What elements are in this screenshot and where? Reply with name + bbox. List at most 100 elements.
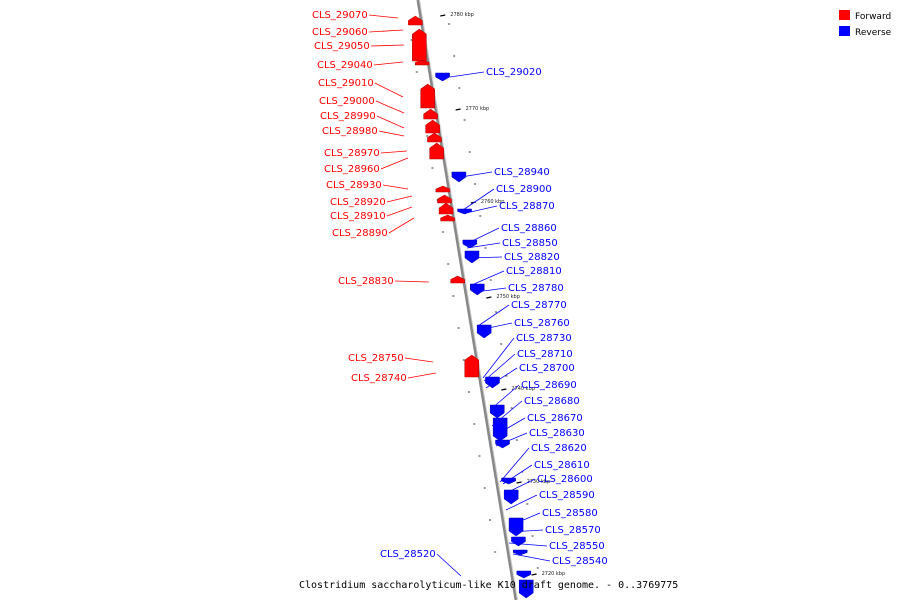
reverse-gene-label[interactable]: CLS_28730 <box>516 333 572 344</box>
gene-labels: CLS_29070 CLS_29060 CLS_29050 CLS_29040 CLS_… <box>312 10 608 577</box>
reverse-gene-arrow[interactable] <box>512 549 528 556</box>
forward-gene-label[interactable]: CLS_29070 <box>312 10 368 21</box>
reverse-leader-line <box>502 464 533 485</box>
forward-gene-label[interactable]: CLS_28930 <box>326 180 382 191</box>
reverse-gene-label[interactable]: CLS_28690 <box>521 380 577 391</box>
forward-leader-line <box>374 82 404 98</box>
reverse-gene-label[interactable]: CLS_28590 <box>539 490 595 501</box>
reverse-gene-label[interactable]: CLS_28580 <box>542 508 598 519</box>
forward-gene-arrow[interactable] <box>450 275 465 284</box>
reverse-gene-arrow[interactable] <box>470 283 485 296</box>
forward-gene-arrow[interactable] <box>412 28 427 62</box>
forward-leader-line <box>380 150 408 154</box>
reverse-gene-arrow[interactable] <box>435 72 450 82</box>
reverse-gene-label[interactable]: CLS_28570 <box>545 525 601 536</box>
reverse-gene-arrow[interactable] <box>511 536 526 547</box>
scale-tick-label: 2730 kbp <box>527 479 551 485</box>
forward-gene-label[interactable]: CLS_28910 <box>330 211 386 222</box>
reverse-gene-label[interactable]: CLS_28520 <box>380 549 436 560</box>
forward-gene-arrow[interactable] <box>438 202 454 215</box>
reverse-gene-arrow[interactable] <box>503 489 519 505</box>
forward-leader-line <box>380 157 409 170</box>
forward-gene-label[interactable]: CLS_28970 <box>324 148 380 159</box>
reverse-gene-label[interactable]: CLS_28770 <box>511 300 567 311</box>
forward-gene-label[interactable]: CLS_29050 <box>314 41 370 52</box>
map-caption: Clostridium saccharolyticum-like K10 dra… <box>299 580 678 591</box>
forward-gene-arrow[interactable] <box>425 119 440 134</box>
reverse-leader-line <box>485 367 518 389</box>
reverse-gene-arrow[interactable] <box>492 417 508 442</box>
reverse-gene-arrow[interactable] <box>457 208 472 215</box>
reverse-leader-line <box>465 205 498 214</box>
reverse-gene-label[interactable]: CLS_28680 <box>524 396 580 407</box>
forward-gene-arrow[interactable] <box>464 354 480 378</box>
reverse-gene-label[interactable]: CLS_28760 <box>514 318 570 329</box>
forward-leader-line <box>386 206 413 217</box>
reverse-gene-label[interactable]: CLS_28540 <box>552 556 608 567</box>
reverse-gene-label[interactable]: CLS_28860 <box>501 223 557 234</box>
reverse-gene-arrow[interactable] <box>518 579 534 599</box>
forward-gene-label[interactable]: CLS_28740 <box>351 373 407 384</box>
forward-gene-label[interactable]: CLS_28890 <box>332 228 388 239</box>
forward-gene-arrow[interactable] <box>440 214 455 222</box>
reverse-leader-line <box>508 512 541 527</box>
reverse-leader-line <box>449 71 485 78</box>
forward-gene-label[interactable]: CLS_29040 <box>317 60 373 71</box>
forward-gene-arrow[interactable] <box>408 15 423 26</box>
forward-leader-line <box>368 14 399 19</box>
reverse-gene-arrow[interactable] <box>476 324 492 339</box>
forward-leader-line <box>382 184 409 190</box>
forward-gene-label[interactable]: CLS_28990 <box>320 111 376 122</box>
reverse-leader-line <box>466 256 503 259</box>
forward-gene-label[interactable]: CLS_28920 <box>330 197 386 208</box>
forward-gene-label[interactable]: CLS_28960 <box>324 164 380 175</box>
forward-gene-arrow[interactable] <box>427 132 442 143</box>
reverse-gene-label[interactable]: CLS_28550 <box>549 541 605 552</box>
reverse-gene-arrow[interactable] <box>451 171 467 183</box>
reverse-gene-label[interactable]: CLS_28630 <box>529 428 585 439</box>
forward-gene-label[interactable]: CLS_28980 <box>322 126 378 137</box>
forward-gene-label[interactable]: CLS_28750 <box>348 353 404 364</box>
reverse-gene-arrow[interactable] <box>516 570 532 579</box>
reverse-leader-line <box>460 171 493 178</box>
forward-gene-label[interactable]: CLS_29060 <box>312 27 368 38</box>
scale-tick-label: 2770 kbp <box>466 106 490 112</box>
reverse-gene-label[interactable]: CLS_28850 <box>502 238 558 249</box>
reverse-leader-line <box>499 447 530 483</box>
reverse-gene-label[interactable]: CLS_28870 <box>499 201 555 212</box>
forward-gene-label[interactable]: CLS_29000 <box>319 96 375 107</box>
forward-gene-arrow[interactable] <box>437 194 452 204</box>
forward-gene-label[interactable]: CLS_28830 <box>338 276 394 287</box>
forward-gene-arrow[interactable] <box>435 185 451 193</box>
legend-swatch-reverse <box>839 26 850 36</box>
reverse-gene-arrow[interactable] <box>485 376 500 389</box>
reverse-gene-label[interactable]: CLS_28900 <box>496 184 552 195</box>
reverse-gene-label[interactable]: CLS_28940 <box>494 167 550 178</box>
reverse-gene-arrow[interactable] <box>489 404 505 419</box>
forward-leader-line <box>368 29 404 33</box>
forward-gene-arrow[interactable] <box>414 59 430 66</box>
reverse-leader-line <box>436 553 462 577</box>
reverse-leader-line <box>466 242 501 249</box>
reverse-gene-label[interactable]: CLS_28600 <box>537 474 593 485</box>
reverse-gene-label[interactable]: CLS_28670 <box>527 413 583 424</box>
reverse-gene-label[interactable]: CLS_28700 <box>519 363 575 374</box>
scale-tick <box>531 573 537 576</box>
reverse-gene-arrow[interactable] <box>464 250 480 264</box>
forward-gene-arrow[interactable] <box>420 83 435 109</box>
scale-tick <box>486 296 492 299</box>
forward-gene-arrow[interactable] <box>423 108 438 120</box>
reverse-gene-label[interactable]: CLS_28810 <box>506 266 562 277</box>
reverse-gene-label[interactable]: CLS_28780 <box>508 283 564 294</box>
reverse-gene-label[interactable]: CLS_28610 <box>534 460 590 471</box>
reverse-leader-line <box>489 384 520 411</box>
forward-gene-arrow[interactable] <box>429 142 444 160</box>
reverse-leader-line <box>493 417 526 437</box>
reverse-gene-label[interactable]: CLS_28710 <box>517 349 573 360</box>
reverse-gene-label[interactable]: CLS_29020 <box>486 67 542 78</box>
forward-gene-label[interactable]: CLS_29010 <box>318 78 374 89</box>
scale-tick-label: 2740 kbp <box>511 386 535 392</box>
reverse-gene-label[interactable]: CLS_28820 <box>504 252 560 263</box>
reverse-gene-label[interactable]: CLS_28620 <box>531 443 587 454</box>
